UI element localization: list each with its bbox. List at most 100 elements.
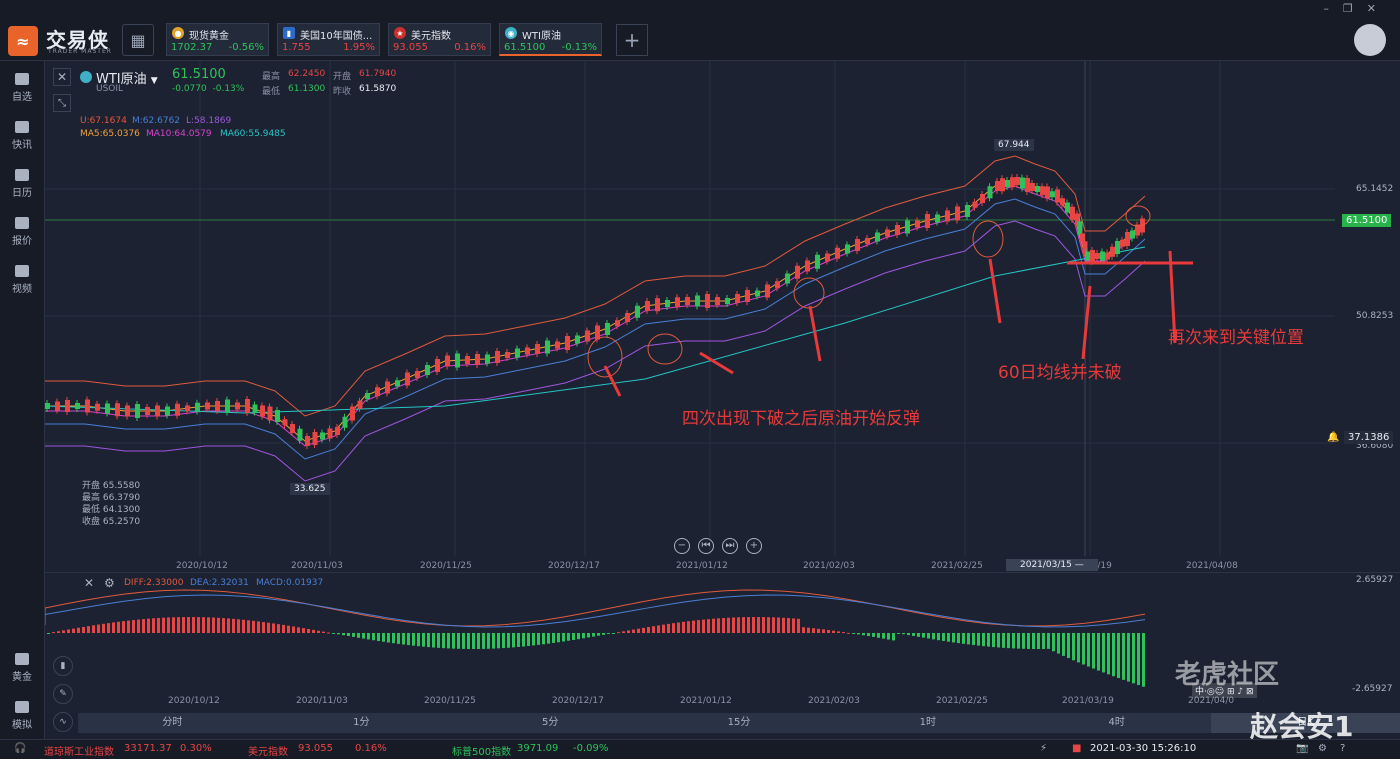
annotation-arrow (808, 305, 822, 362)
sidebar-item-simulate[interactable]: 模拟 (0, 701, 44, 731)
macd-histogram-bar (867, 633, 870, 637)
macd-histogram-bar (157, 617, 160, 633)
candle-body (435, 359, 440, 372)
gear-icon[interactable]: ⚙ (1318, 743, 1327, 754)
sidebar-item-news[interactable]: 快讯 (0, 121, 44, 151)
candle-body (267, 406, 273, 421)
us-flag-icon: ★ (394, 27, 406, 39)
macd-histogram-bar (1047, 633, 1050, 649)
macd-histogram-bar (1092, 633, 1095, 669)
pencil-icon[interactable]: ✎ (53, 684, 73, 704)
candle-body (875, 232, 880, 242)
boll-upper-line (45, 155, 1146, 417)
period-tick[interactable]: 分时 (162, 717, 183, 728)
grid-layout-icon[interactable]: ▦ (122, 24, 154, 56)
ime-toolbar: 中·◎☺ ⊞ ♪ ⊠ (1192, 683, 1257, 698)
macd-histogram-bar (497, 633, 500, 649)
candle-body (1075, 213, 1080, 225)
zoom-in-icon[interactable]: + (746, 538, 762, 554)
symbol-name[interactable]: WTI原油 ▼ (96, 68, 158, 87)
candlestick-svg[interactable] (45, 61, 1400, 571)
sidebar-item-watchlist[interactable]: 自选 (0, 73, 44, 103)
period-5m[interactable]: 5分 (541, 717, 559, 728)
change-percent: -0.13% (212, 84, 245, 94)
candle-body (445, 355, 450, 367)
sidebar-item-video[interactable]: 视频 (0, 265, 44, 295)
close-icon[interactable]: ✕ (53, 68, 71, 86)
macd-panel[interactable] (45, 572, 1400, 713)
macd-histogram-bar (232, 618, 235, 633)
candle-body (1080, 233, 1085, 242)
period-daily[interactable]: 日K (1211, 713, 1400, 733)
candle-body (595, 325, 600, 340)
macd-histogram-bar (1012, 633, 1015, 649)
quote-tab-gold[interactable]: ● 现货黄金 1702.37 -0.56% (166, 23, 269, 56)
macd-histogram-bar (442, 633, 445, 649)
chevron-down-icon: ▼ (150, 76, 158, 86)
period-1h[interactable]: 1时 (919, 717, 937, 728)
sidebar-item-gold[interactable]: 黄金 (0, 653, 44, 683)
bookmark-icon (15, 73, 29, 85)
candle-body (625, 313, 630, 322)
oil-icon: ◉ (505, 27, 517, 39)
macd-histogram-bar (772, 617, 775, 633)
headset-icon[interactable]: 🎧 (14, 743, 27, 754)
close-icon[interactable]: ✕ (1366, 2, 1390, 15)
period-4h[interactable]: 4时 (1108, 717, 1125, 728)
candle-body (1030, 183, 1035, 191)
close-icon[interactable]: ✕ (84, 576, 95, 590)
skip-forward-icon[interactable]: ⏭ (722, 538, 738, 554)
ticker-usd-change: 0.16% (355, 743, 387, 754)
zoom-out-icon[interactable]: − (674, 538, 690, 554)
gear-icon[interactable]: ⚙ (104, 576, 115, 590)
period-1m[interactable]: 1分 (353, 717, 370, 728)
add-tab-button[interactable]: + (616, 24, 648, 56)
price-chart[interactable] (45, 61, 1400, 571)
ticker-dow-name[interactable]: 道琼斯工业指数 (44, 747, 114, 758)
candle-body (425, 365, 430, 375)
macd-histogram-bar (947, 633, 950, 642)
sidebar-item-label: 快讯 (12, 140, 32, 151)
quote-tab-usd-index[interactable]: ★ 美元指数 93.055 0.16% (388, 23, 491, 56)
quote-tab-name: 美国10年国债... (300, 31, 373, 42)
camera-icon[interactable]: 📷 (1296, 743, 1309, 754)
ohlc-high: 最高 66.3790 (82, 493, 141, 503)
macd-histogram-bar (887, 633, 890, 640)
macd-histogram-bar (327, 632, 330, 634)
macd-histogram-bar (347, 633, 350, 637)
sidebar-item-calendar[interactable]: 日历 (0, 169, 44, 199)
candle-body (155, 405, 160, 417)
period-15m[interactable]: 15分 (727, 717, 751, 728)
restore-icon[interactable]: ❐ (1342, 2, 1367, 15)
macd-histogram-bar (512, 633, 515, 648)
macd-histogram-bar (717, 618, 720, 633)
bell-icon[interactable]: 🔔 (1327, 432, 1340, 443)
video-icon (15, 265, 29, 277)
macd-dea-label: DEA:2.32031 (190, 578, 249, 588)
candle-body (825, 253, 830, 262)
user-avatar[interactable] (1354, 24, 1386, 56)
ticker-dow-value: 33171.37 (124, 743, 172, 754)
macd-histogram-bar (977, 633, 980, 646)
macd-histogram-bar (787, 618, 790, 633)
help-icon[interactable]: ? (1340, 743, 1346, 754)
symbol-code: USOIL (96, 84, 124, 94)
skip-back-icon[interactable]: ⏮ (698, 538, 714, 554)
quote-tab-wti[interactable]: ◉ WTI原油 61.5100 -0.13% (499, 23, 602, 56)
macd-histogram-bar (617, 632, 620, 634)
collapse-icon[interactable]: ⤡ (53, 94, 71, 112)
macd-x-label: 2020/12/17 (552, 696, 604, 706)
quote-tab-us10y[interactable]: ▮ 美国10年国债... 1.755 1.95% (277, 23, 380, 56)
ticker-sp500-name[interactable]: 标普500指数 (452, 747, 512, 758)
macd-histogram-bar (832, 630, 835, 633)
minimize-icon[interactable]: – (1323, 2, 1343, 15)
line-chart-icon[interactable]: ∿ (53, 712, 73, 732)
window-controls[interactable]: –❐✕ (1323, 2, 1390, 15)
candle-body (655, 298, 660, 312)
ticker-usd-name[interactable]: 美元指数 (248, 747, 288, 758)
macd-histogram-bar (227, 618, 230, 633)
bar-chart-icon[interactable]: ▮ (53, 656, 73, 676)
macd-histogram-bar (372, 633, 375, 641)
sidebar-item-quotes[interactable]: 报价 (0, 217, 44, 247)
macd-histogram-bar (72, 628, 75, 633)
